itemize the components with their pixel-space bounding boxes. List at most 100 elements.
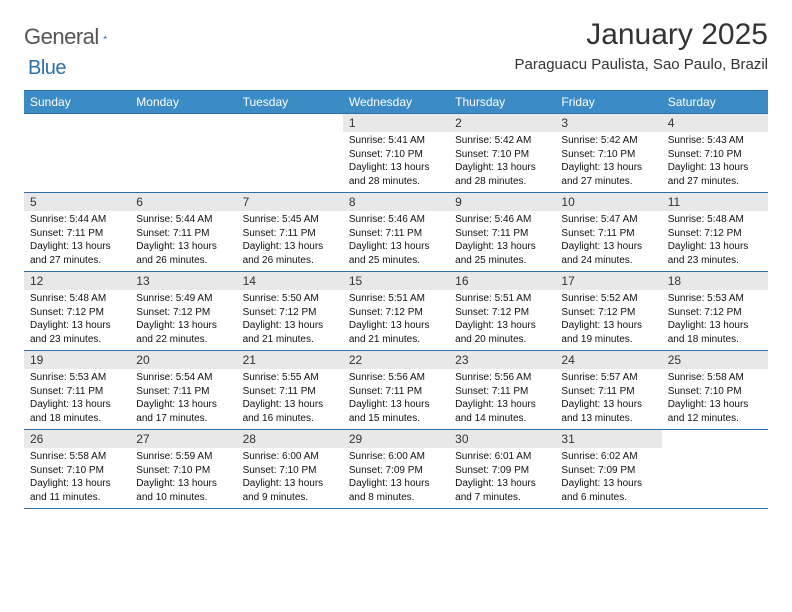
day-info: Sunrise: 5:58 AMSunset: 7:10 PMDaylight:… [24,448,130,508]
sunset-text: Sunset: 7:11 PM [243,227,337,241]
day-cell: 30Sunrise: 6:01 AMSunset: 7:09 PMDayligh… [449,430,555,508]
weekday-header-row: Sunday Monday Tuesday Wednesday Thursday… [24,90,768,114]
sunset-text: Sunset: 7:10 PM [455,148,549,162]
sunset-text: Sunset: 7:12 PM [243,306,337,320]
week-row: 5Sunrise: 5:44 AMSunset: 7:11 PMDaylight… [24,193,768,272]
sunrise-text: Sunrise: 5:58 AM [668,371,762,385]
sunrise-text: Sunrise: 6:01 AM [455,450,549,464]
week-row: 1Sunrise: 5:41 AMSunset: 7:10 PMDaylight… [24,114,768,193]
day-info: Sunrise: 5:56 AMSunset: 7:11 PMDaylight:… [449,369,555,429]
day-cell [130,114,236,192]
day-number: 9 [449,193,555,211]
day-info: Sunrise: 5:45 AMSunset: 7:11 PMDaylight:… [237,211,343,271]
daylight-text: Daylight: 13 hours and 23 minutes. [30,319,124,346]
sunset-text: Sunset: 7:10 PM [243,464,337,478]
title-block: January 2025 Paraguacu Paulista, Sao Pau… [515,18,768,73]
daylight-text: Daylight: 13 hours and 22 minutes. [136,319,230,346]
week-row: 19Sunrise: 5:53 AMSunset: 7:11 PMDayligh… [24,351,768,430]
sunrise-text: Sunrise: 5:42 AM [561,134,655,148]
sunset-text: Sunset: 7:11 PM [30,385,124,399]
daylight-text: Daylight: 13 hours and 6 minutes. [561,477,655,504]
week-row: 26Sunrise: 5:58 AMSunset: 7:10 PMDayligh… [24,430,768,509]
weekday-header: Thursday [449,91,555,113]
day-info: Sunrise: 5:42 AMSunset: 7:10 PMDaylight:… [555,132,661,192]
calendar-grid: Sunday Monday Tuesday Wednesday Thursday… [24,90,768,509]
day-number: 6 [130,193,236,211]
sunrise-text: Sunrise: 5:53 AM [30,371,124,385]
daylight-text: Daylight: 13 hours and 16 minutes. [243,398,337,425]
logo: General [24,24,129,50]
sunrise-text: Sunrise: 5:56 AM [349,371,443,385]
daylight-text: Daylight: 13 hours and 7 minutes. [455,477,549,504]
daylight-text: Daylight: 13 hours and 21 minutes. [349,319,443,346]
sunrise-text: Sunrise: 6:00 AM [243,450,337,464]
day-info: Sunrise: 5:53 AMSunset: 7:11 PMDaylight:… [24,369,130,429]
sunset-text: Sunset: 7:11 PM [561,227,655,241]
day-info: Sunrise: 6:02 AMSunset: 7:09 PMDaylight:… [555,448,661,508]
day-info: Sunrise: 5:59 AMSunset: 7:10 PMDaylight:… [130,448,236,508]
daylight-text: Daylight: 13 hours and 12 minutes. [668,398,762,425]
day-info: Sunrise: 5:44 AMSunset: 7:11 PMDaylight:… [24,211,130,271]
sunset-text: Sunset: 7:12 PM [668,227,762,241]
day-cell: 29Sunrise: 6:00 AMSunset: 7:09 PMDayligh… [343,430,449,508]
daylight-text: Daylight: 13 hours and 18 minutes. [668,319,762,346]
daylight-text: Daylight: 13 hours and 27 minutes. [561,161,655,188]
sunset-text: Sunset: 7:10 PM [30,464,124,478]
day-number: 14 [237,272,343,290]
day-number: 10 [555,193,661,211]
day-number: 24 [555,351,661,369]
daylight-text: Daylight: 13 hours and 9 minutes. [243,477,337,504]
day-cell: 2Sunrise: 5:42 AMSunset: 7:10 PMDaylight… [449,114,555,192]
day-cell [24,114,130,192]
weekday-header: Wednesday [343,91,449,113]
day-info: Sunrise: 5:53 AMSunset: 7:12 PMDaylight:… [662,290,768,350]
day-number: 13 [130,272,236,290]
day-number [662,430,768,434]
day-number: 18 [662,272,768,290]
weekday-header: Sunday [24,91,130,113]
sunset-text: Sunset: 7:09 PM [455,464,549,478]
sunrise-text: Sunrise: 5:46 AM [349,213,443,227]
daylight-text: Daylight: 13 hours and 20 minutes. [455,319,549,346]
day-number: 12 [24,272,130,290]
weekday-header: Tuesday [237,91,343,113]
day-info: Sunrise: 5:48 AMSunset: 7:12 PMDaylight:… [662,211,768,271]
sunset-text: Sunset: 7:12 PM [668,306,762,320]
day-number: 3 [555,114,661,132]
day-number [237,114,343,118]
sunset-text: Sunset: 7:10 PM [668,385,762,399]
daylight-text: Daylight: 13 hours and 21 minutes. [243,319,337,346]
day-cell: 5Sunrise: 5:44 AMSunset: 7:11 PMDaylight… [24,193,130,271]
daylight-text: Daylight: 13 hours and 14 minutes. [455,398,549,425]
day-info: Sunrise: 5:56 AMSunset: 7:11 PMDaylight:… [343,369,449,429]
day-info: Sunrise: 5:43 AMSunset: 7:10 PMDaylight:… [662,132,768,192]
sunset-text: Sunset: 7:10 PM [561,148,655,162]
sunrise-text: Sunrise: 5:47 AM [561,213,655,227]
sunrise-text: Sunrise: 5:51 AM [455,292,549,306]
day-number: 5 [24,193,130,211]
day-number: 31 [555,430,661,448]
week-row: 12Sunrise: 5:48 AMSunset: 7:12 PMDayligh… [24,272,768,351]
day-cell: 9Sunrise: 5:46 AMSunset: 7:11 PMDaylight… [449,193,555,271]
day-info: Sunrise: 5:52 AMSunset: 7:12 PMDaylight:… [555,290,661,350]
sunset-text: Sunset: 7:11 PM [455,385,549,399]
day-cell: 15Sunrise: 5:51 AMSunset: 7:12 PMDayligh… [343,272,449,350]
day-info: Sunrise: 5:48 AMSunset: 7:12 PMDaylight:… [24,290,130,350]
day-number: 8 [343,193,449,211]
daylight-text: Daylight: 13 hours and 27 minutes. [30,240,124,267]
day-info: Sunrise: 5:47 AMSunset: 7:11 PMDaylight:… [555,211,661,271]
sunset-text: Sunset: 7:11 PM [561,385,655,399]
day-info: Sunrise: 5:44 AMSunset: 7:11 PMDaylight:… [130,211,236,271]
day-cell: 13Sunrise: 5:49 AMSunset: 7:12 PMDayligh… [130,272,236,350]
day-cell: 19Sunrise: 5:53 AMSunset: 7:11 PMDayligh… [24,351,130,429]
sunrise-text: Sunrise: 5:44 AM [30,213,124,227]
day-number: 28 [237,430,343,448]
day-number: 21 [237,351,343,369]
daylight-text: Daylight: 13 hours and 23 minutes. [668,240,762,267]
day-number: 17 [555,272,661,290]
day-cell: 7Sunrise: 5:45 AMSunset: 7:11 PMDaylight… [237,193,343,271]
sunset-text: Sunset: 7:12 PM [455,306,549,320]
sunrise-text: Sunrise: 5:42 AM [455,134,549,148]
day-cell: 20Sunrise: 5:54 AMSunset: 7:11 PMDayligh… [130,351,236,429]
day-cell: 16Sunrise: 5:51 AMSunset: 7:12 PMDayligh… [449,272,555,350]
